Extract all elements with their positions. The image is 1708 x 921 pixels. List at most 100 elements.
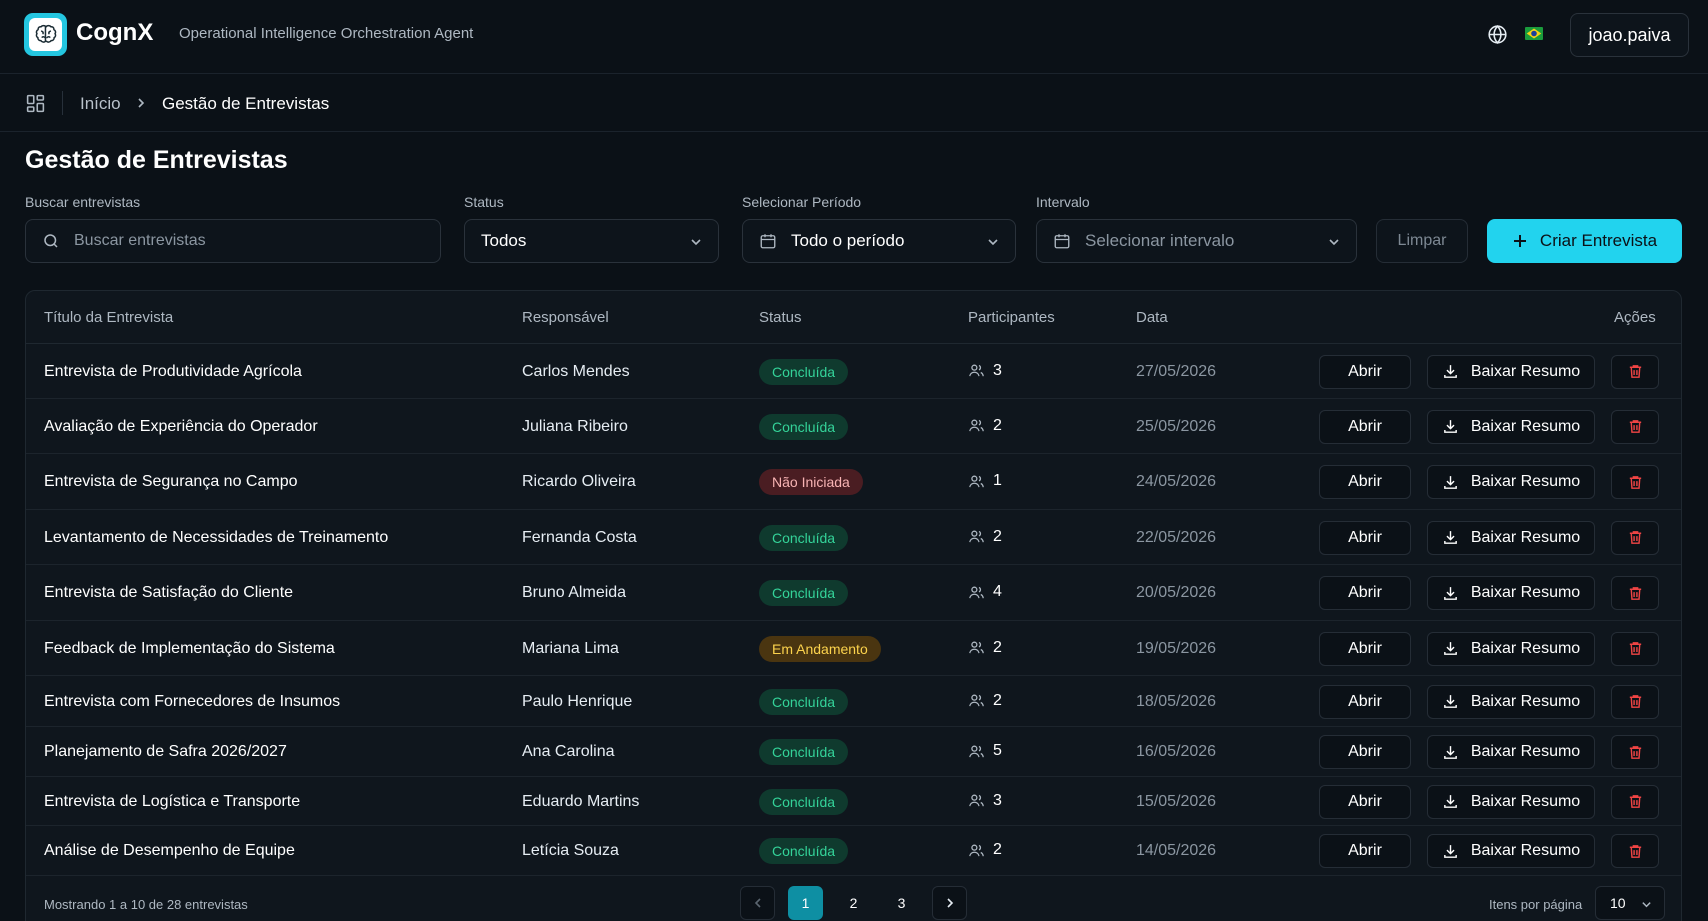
delete-button[interactable] [1611, 735, 1659, 769]
download-summary-label: Baixar Resumo [1470, 792, 1581, 810]
table-row: Planejamento de Safra 2026/2027 Ana Carol… [26, 727, 1681, 777]
download-summary-button[interactable]: Baixar Resumo [1427, 684, 1595, 719]
participants-cell: 2 [968, 692, 1002, 710]
page-button-1[interactable]: 1 [788, 886, 823, 920]
download-summary-button[interactable]: Baixar Resumo [1427, 409, 1595, 444]
interview-owner: Bruno Almeida [522, 584, 627, 601]
download-icon [1442, 843, 1459, 860]
download-icon [1442, 744, 1459, 761]
download-icon [1442, 529, 1459, 546]
col-status: Status [759, 309, 802, 326]
brazil-flag-icon[interactable] [1525, 27, 1543, 40]
search-icon [42, 232, 60, 250]
globe-icon[interactable] [1487, 24, 1508, 45]
delete-button[interactable] [1611, 834, 1659, 868]
page-button-2[interactable]: 2 [849, 895, 858, 911]
search-label: Buscar entrevistas [25, 194, 141, 210]
download-icon [1442, 793, 1459, 810]
search-placeholder: Buscar entrevistas [74, 232, 206, 249]
open-button[interactable]: Abrir [1319, 631, 1411, 666]
user-menu-button[interactable]: joao.paiva [1570, 13, 1689, 57]
trash-icon [1627, 585, 1644, 602]
open-button[interactable]: Abrir [1319, 409, 1411, 444]
status-badge: Não Iniciada [759, 469, 863, 495]
interview-owner: Paulo Henrique [522, 692, 633, 710]
status-badge: Concluída [759, 524, 849, 551]
status-select[interactable]: Todos [464, 219, 719, 263]
interval-select[interactable]: Selecionar intervalo [1036, 219, 1357, 263]
interview-owner: Eduardo Martins [522, 792, 640, 810]
download-summary-button[interactable]: Baixar Resumo [1427, 834, 1595, 868]
table-row: Entrevista de Segurança no Campo Ricardo … [26, 454, 1681, 510]
download-summary-label: Baixar Resumo [1470, 584, 1581, 601]
participants-count: 2 [993, 638, 1002, 656]
interview-date: 20/05/2026 [1136, 584, 1217, 601]
open-button[interactable]: Abrir [1319, 354, 1411, 389]
status-badge: Concluída [759, 838, 849, 864]
interview-title: Feedback de Implementação do Sistema [44, 639, 335, 657]
download-summary-button[interactable]: Baixar Resumo [1427, 465, 1595, 499]
next-page-button[interactable] [932, 886, 967, 920]
open-button[interactable]: Abrir [1319, 465, 1411, 499]
delete-button[interactable] [1611, 684, 1659, 719]
open-button[interactable]: Abrir [1319, 784, 1411, 819]
apps-grid-icon[interactable] [25, 93, 46, 114]
users-icon [968, 842, 985, 859]
period-select-value: Todo o período [791, 231, 905, 250]
interview-owner: Fernanda Costa [522, 528, 637, 546]
open-button[interactable]: Abrir [1319, 834, 1411, 868]
clear-filters-button[interactable]: Limpar [1376, 219, 1468, 263]
trash-icon [1627, 843, 1644, 860]
trash-icon [1627, 693, 1644, 710]
table-row: Análise de Desempenho de Equipe Letícia S… [26, 826, 1681, 876]
page-button-3[interactable]: 3 [897, 895, 906, 911]
open-button[interactable]: Abrir [1319, 520, 1411, 555]
participants-count: 5 [993, 742, 1002, 759]
download-summary-button[interactable]: Baixar Resumo [1427, 735, 1595, 769]
prev-page-button[interactable] [740, 886, 775, 920]
open-button[interactable]: Abrir [1319, 684, 1411, 719]
download-summary-label: Baixar Resumo [1470, 743, 1581, 760]
app-subtitle: Operational Intelligence Orchestration A… [179, 25, 474, 42]
status-badge: Concluída [759, 788, 849, 815]
download-summary-button[interactable]: Baixar Resumo [1427, 631, 1595, 666]
trash-icon [1627, 418, 1644, 435]
calendar-icon [1053, 232, 1071, 250]
interviews-table: Título da Entrevista Responsável Status … [25, 290, 1682, 921]
participants-cell: 2 [968, 639, 1002, 657]
download-summary-button[interactable]: Baixar Resumo [1427, 354, 1595, 389]
delete-button[interactable] [1611, 631, 1659, 666]
open-button[interactable]: Abrir [1319, 576, 1411, 610]
delete-button[interactable] [1611, 520, 1659, 555]
period-select[interactable]: Todo o período [742, 219, 1016, 263]
interview-title: Levantamento de Necessidades de Treiname… [44, 528, 389, 546]
download-summary-button[interactable]: Baixar Resumo [1427, 576, 1595, 610]
download-summary-button[interactable]: Baixar Resumo [1427, 520, 1595, 555]
download-summary-label: Baixar Resumo [1470, 842, 1581, 859]
delete-button[interactable] [1611, 465, 1659, 499]
download-summary-button[interactable]: Baixar Resumo [1427, 784, 1595, 819]
interview-title: Avaliação de Experiência do Operador [44, 417, 318, 435]
trash-icon [1627, 744, 1644, 761]
create-interview-button[interactable]: Criar Entrevista [1487, 219, 1682, 263]
delete-button[interactable] [1611, 784, 1659, 819]
users-icon [968, 584, 985, 601]
search-input[interactable]: Buscar entrevistas [25, 219, 441, 263]
download-summary-label: Baixar Resumo [1470, 473, 1581, 490]
status-badge: Em Andamento [759, 635, 881, 662]
download-icon [1442, 474, 1459, 491]
interview-title: Entrevista de Satisfação do Cliente [44, 584, 294, 601]
delete-button[interactable] [1611, 354, 1659, 389]
col-actions: Ações [1614, 309, 1656, 326]
per-page-label: Itens por página [1489, 897, 1583, 912]
interview-title: Análise de Desempenho de Equipe [44, 842, 295, 859]
open-button[interactable]: Abrir [1319, 735, 1411, 769]
per-page-select[interactable]: 10 [1595, 886, 1665, 920]
participants-count: 3 [993, 791, 1002, 809]
delete-button[interactable] [1611, 409, 1659, 444]
app-name: CognX [76, 19, 154, 46]
breadcrumb-home-link[interactable]: Início [80, 94, 121, 113]
delete-button[interactable] [1611, 576, 1659, 610]
interview-title: Entrevista de Segurança no Campo [44, 473, 298, 490]
interval-label: Intervalo [1036, 194, 1090, 210]
